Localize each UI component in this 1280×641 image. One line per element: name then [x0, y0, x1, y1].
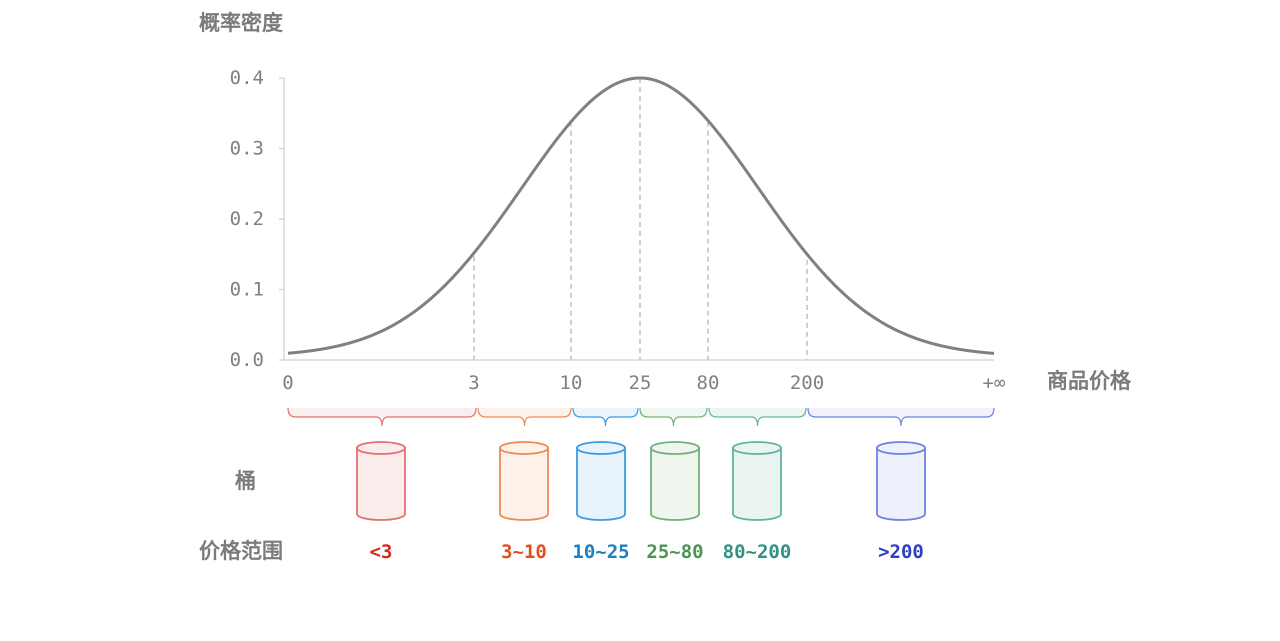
- x-axis-label: 商品价格: [1047, 369, 1132, 393]
- range-labels: <3 3~10 10~25 25~80 80~200 >200: [370, 541, 924, 563]
- bucket-cylinder-icon: [876, 441, 926, 521]
- x-tick-label: 0: [282, 372, 293, 394]
- bucket-lid: [576, 441, 626, 455]
- bucket-range-label: 3~10: [501, 541, 547, 563]
- brace-fill: [808, 408, 994, 417]
- bucket-brace: [287, 407, 477, 427]
- x-tick-label: 200: [790, 372, 824, 394]
- brace-fill: [478, 408, 571, 417]
- bucket-lid: [356, 441, 406, 455]
- bucket-cylinders: [356, 441, 926, 521]
- brace-fill: [573, 408, 638, 417]
- bucket-range-label: 80~200: [723, 541, 792, 563]
- y-tick-label: 0.3: [230, 138, 264, 160]
- y-tick-label: 0.0: [230, 349, 264, 371]
- range-row-label: 价格范围: [199, 539, 283, 563]
- bucket-lid: [732, 441, 782, 455]
- bucket-brace: [477, 407, 572, 427]
- bucket-cylinder-icon: [576, 441, 626, 521]
- bucket-range-label: <3: [370, 541, 393, 563]
- axis-ticks: 0.0 0.1 0.2 0.3 0.4 0 3 10 25 80 200 +∞: [230, 67, 1006, 394]
- density-curve: [287, 76, 995, 355]
- bucket-row-label: 桶: [235, 469, 256, 493]
- dashed-markers: [473, 78, 808, 360]
- bucket-range-label: >200: [878, 541, 924, 563]
- bucket-body: [650, 447, 700, 521]
- bucket-cylinder-icon: [650, 441, 700, 521]
- bucket-cylinder-icon: [356, 441, 406, 521]
- bucket-range-label: 10~25: [572, 541, 629, 563]
- bucket-body: [732, 447, 782, 521]
- y-axis-label: 概率密度: [199, 11, 283, 35]
- bucket-body: [576, 447, 626, 521]
- y-tick-label: 0.4: [230, 67, 264, 89]
- bucket-body: [356, 447, 406, 521]
- bucket-cylinder-icon: [499, 441, 549, 521]
- brace-fill: [288, 408, 476, 417]
- x-tick-label: +∞: [983, 372, 1006, 394]
- bucket-braces: [287, 407, 995, 427]
- brace-fill: [640, 408, 707, 417]
- bucket-range-label: 25~80: [646, 541, 703, 563]
- bucket-body: [876, 447, 926, 521]
- y-tick-label: 0.2: [230, 208, 264, 230]
- x-tick-label: 3: [468, 372, 479, 394]
- x-tick-label: 25: [629, 372, 652, 394]
- x-tick-label: 10: [560, 372, 583, 394]
- y-tick-label: 0.1: [230, 279, 264, 301]
- bucket-lid: [650, 441, 700, 455]
- bucket-lid: [876, 441, 926, 455]
- bucket-lid: [499, 441, 549, 455]
- bucket-body: [499, 447, 549, 521]
- bucket-cylinder-icon: [732, 441, 782, 521]
- brace-fill: [709, 408, 806, 417]
- bucket-brace: [639, 407, 708, 427]
- bucket-brace: [572, 407, 639, 427]
- x-tick-label: 80: [697, 372, 720, 394]
- bucket-brace: [807, 407, 995, 427]
- bucket-brace: [708, 407, 807, 427]
